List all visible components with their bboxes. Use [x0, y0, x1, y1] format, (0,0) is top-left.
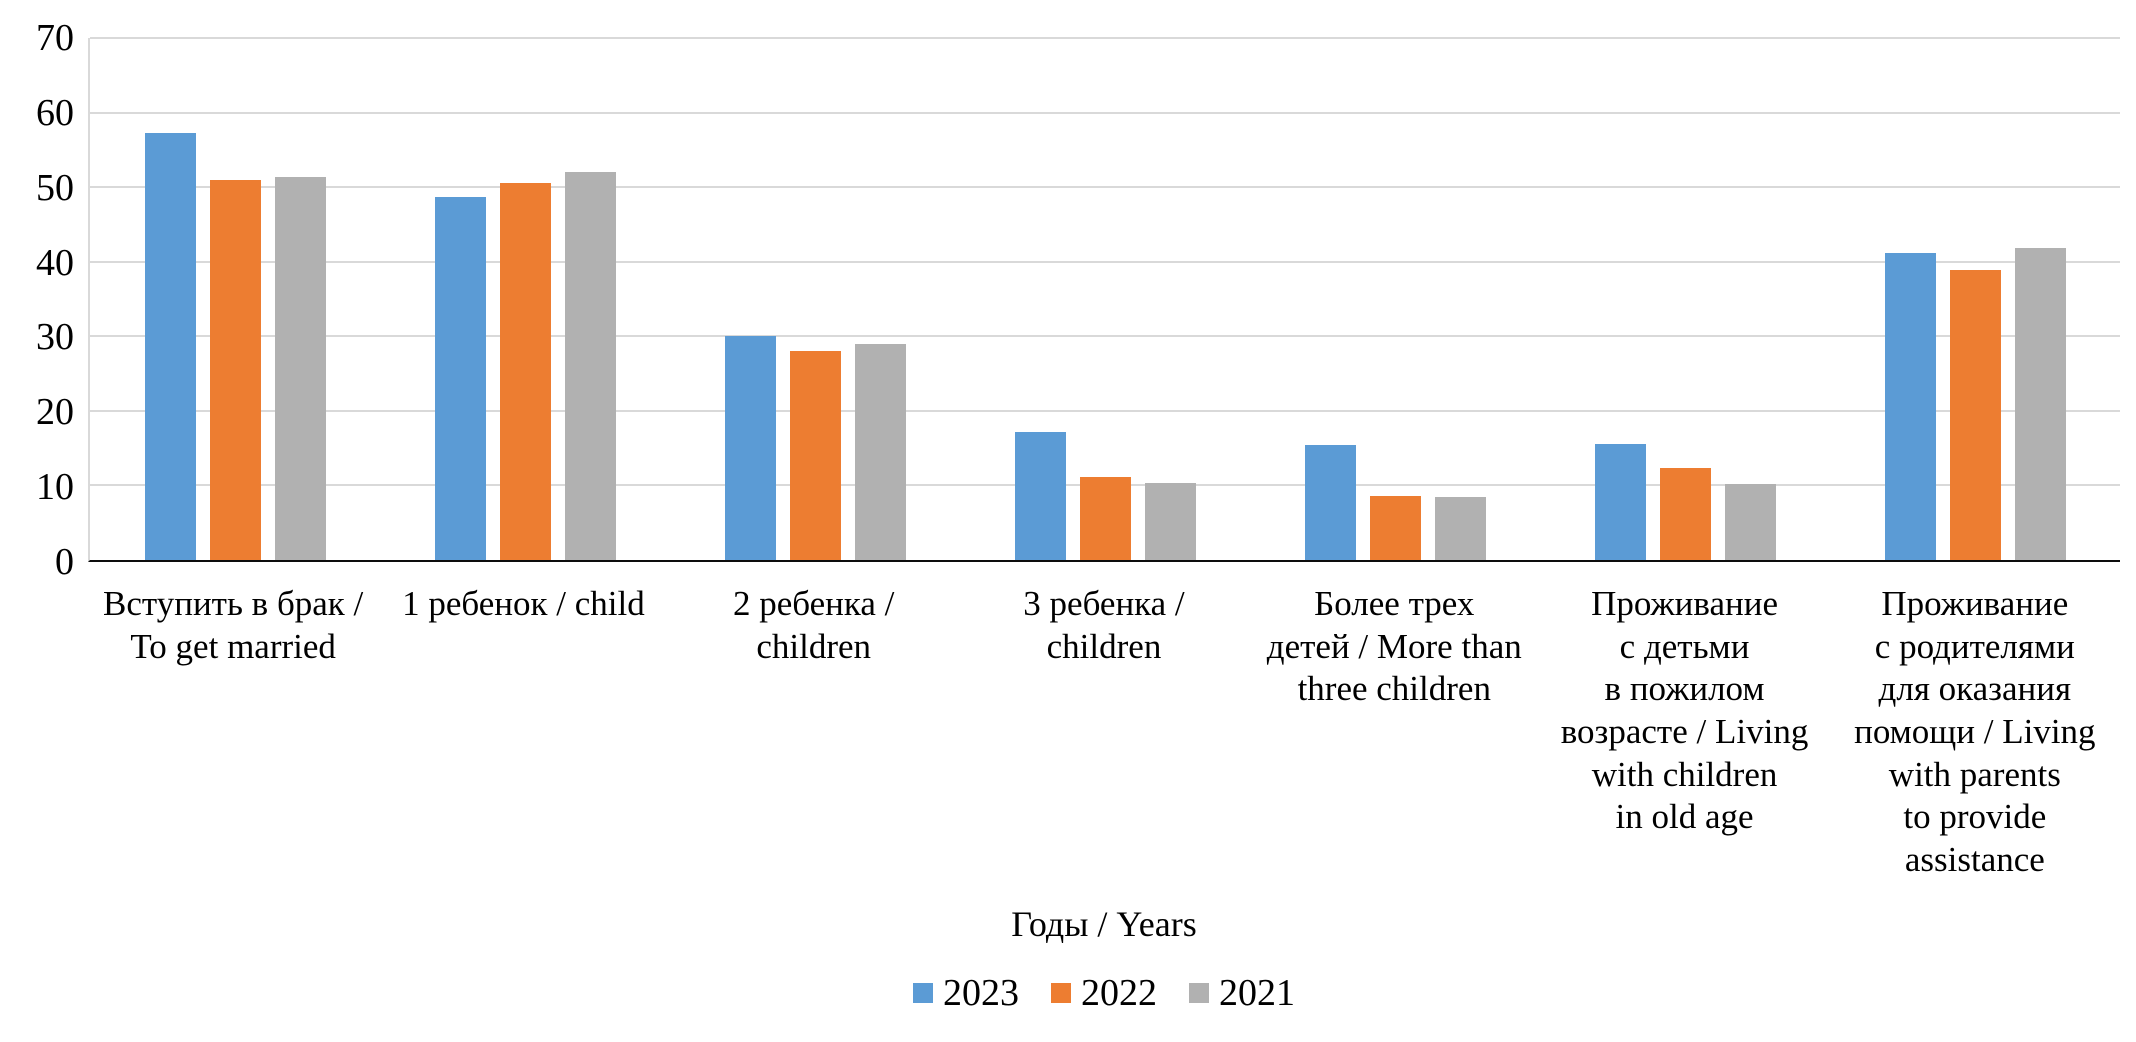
y-tick-label-10: 10	[36, 466, 74, 509]
bar-2022-category-3	[1079, 477, 1131, 560]
bar-2021-category-0	[274, 177, 326, 560]
bar-2023-category-4	[1304, 445, 1356, 560]
bar-2023-category-2	[724, 335, 776, 560]
legend-label-2021: 2021	[1219, 972, 1295, 1014]
bar-2021-category-2	[854, 343, 906, 560]
bar-2022-category-0	[209, 179, 261, 560]
y-tick-label-30: 30	[36, 316, 74, 359]
category-label-4: Более трех детей / More than three child…	[1266, 584, 1522, 709]
legend-label-2023: 2023	[943, 972, 1019, 1014]
bar-2023-category-1	[434, 196, 486, 560]
category-label-5: Проживание с детьми в пожилом возрасте /…	[1560, 584, 1809, 837]
gridline-30	[90, 335, 2120, 338]
y-axis: 0 10 20 30 40 50 60 70	[0, 19, 74, 581]
legend-label-2022: 2022	[1081, 972, 1157, 1014]
bar-2023-category-0	[144, 132, 196, 560]
gridline-20	[90, 409, 2120, 412]
bar-2021-category-5	[1724, 483, 1776, 560]
bar-2023-category-6	[1884, 252, 1936, 560]
bar-2022-category-6	[1949, 269, 2001, 560]
legend-item-2022: 2022	[1051, 974, 1157, 1012]
legend: 2023 2022 2021	[88, 974, 2120, 1012]
category-label-6: Проживание с родителями для оказания пом…	[1854, 584, 2096, 880]
bar-2022-category-2	[789, 351, 841, 560]
bar-2023-category-5	[1594, 444, 1646, 560]
bar-group-3	[960, 38, 1250, 560]
bar-groups	[90, 38, 2120, 560]
category-label-2: 2 ребенка / children	[733, 584, 895, 666]
bar-2021-category-3	[1144, 483, 1196, 560]
legend-swatch-2022	[1051, 983, 1071, 1003]
bar-2022-category-4	[1369, 495, 1421, 560]
bar-2022-category-5	[1659, 467, 1711, 560]
bar-group-4	[1250, 38, 1540, 560]
legend-item-2021: 2021	[1189, 974, 1295, 1012]
y-tick-label-40: 40	[36, 241, 74, 284]
x-axis-category-labels: Вступить в брак / To get married 1 ребено…	[88, 583, 2120, 882]
bar-2021-category-4	[1434, 497, 1486, 560]
bar-group-1	[380, 38, 670, 560]
bar-2023-category-3	[1014, 432, 1066, 560]
y-tick-label-20: 20	[36, 391, 74, 434]
y-tick-label-0: 0	[55, 541, 74, 583]
category-label-3: 3 ребенка / children	[1023, 584, 1185, 666]
category-label-0: Вступить в брак / To get married	[103, 584, 364, 666]
legend-swatch-2021	[1189, 983, 1209, 1003]
gridline-50	[90, 186, 2120, 189]
bar-group-0	[90, 38, 380, 560]
plot-area	[88, 37, 2120, 562]
y-tick-label-50: 50	[36, 166, 74, 209]
bar-group-5	[1540, 38, 1830, 560]
gridline-60	[90, 111, 2120, 114]
gridline-40	[90, 260, 2120, 263]
bar-group-2	[670, 38, 960, 560]
legend-item-2023: 2023	[913, 974, 1019, 1012]
bar-group-6	[1830, 38, 2120, 560]
bar-2022-category-1	[499, 182, 551, 560]
legend-swatch-2023	[913, 983, 933, 1003]
gridline-70	[90, 37, 2120, 39]
y-tick-label-70: 70	[36, 17, 74, 59]
bar-2021-category-6	[2014, 248, 2066, 560]
category-label-1: 1 ребенок / child	[402, 584, 645, 623]
bar-2021-category-1	[564, 172, 616, 560]
x-axis-title: Годы / Years	[1011, 904, 1197, 944]
y-tick-label-60: 60	[36, 91, 74, 134]
